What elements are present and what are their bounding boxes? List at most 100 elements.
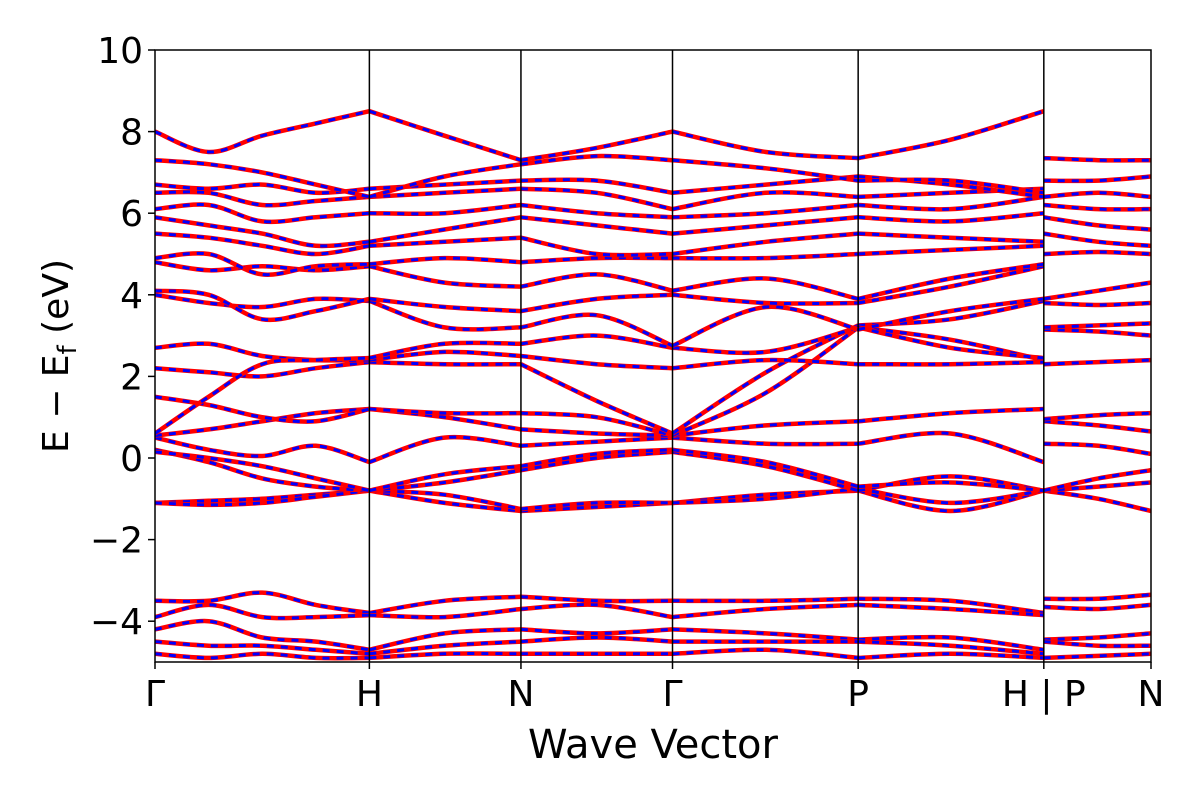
band-up-5-20 bbox=[1043, 631, 1151, 642]
band-up-0-14 bbox=[155, 231, 370, 257]
band-down-2-14 bbox=[520, 236, 673, 257]
band-up-5-10 bbox=[1043, 280, 1151, 302]
band-down-1-14 bbox=[369, 236, 521, 248]
band-up-5-22 bbox=[1043, 651, 1151, 661]
band-down-1-1 bbox=[369, 489, 522, 511]
band-up-5-11 bbox=[1043, 249, 1151, 257]
band-up-3-23 bbox=[672, 627, 859, 642]
band-up-3-4 bbox=[672, 435, 859, 447]
band-down-1-12 bbox=[369, 264, 521, 289]
band-up-5-8 bbox=[1043, 321, 1151, 330]
band-up-4-9 bbox=[857, 325, 1045, 361]
band-up-4-14 bbox=[858, 231, 1044, 245]
band-up-0-4 bbox=[155, 435, 371, 465]
band-down-2-22 bbox=[520, 603, 673, 619]
band-up-3-20 bbox=[672, 129, 859, 161]
plot-area bbox=[155, 50, 1151, 662]
band-up-0-3 bbox=[155, 449, 370, 493]
band-down-2-11 bbox=[520, 293, 673, 313]
band-down-2-21 bbox=[520, 595, 673, 603]
x-tick-label-0: Γ bbox=[145, 674, 165, 715]
band-down-2-23 bbox=[520, 627, 673, 635]
band-down-1-0 bbox=[369, 489, 522, 513]
plot-frame bbox=[154, 49, 1152, 663]
band-down-2-1 bbox=[520, 500, 673, 511]
band-up-3-17 bbox=[672, 190, 859, 212]
y-axis-title-unit: (eV) bbox=[36, 259, 77, 345]
band-up-4-13 bbox=[858, 243, 1044, 257]
band-up-4-23 bbox=[858, 634, 1045, 653]
band-down-1-9 bbox=[369, 341, 521, 360]
band-up-3-12 bbox=[672, 276, 859, 302]
band-down-2-5 bbox=[520, 427, 673, 438]
band-down-1-4 bbox=[368, 435, 522, 464]
band-down-1-15 bbox=[369, 215, 522, 244]
band-down-1-18 bbox=[369, 179, 521, 191]
band-up-0-17 bbox=[155, 189, 370, 208]
band-up-3-22 bbox=[672, 602, 859, 620]
band-up-0-16 bbox=[155, 202, 370, 225]
band-up-3-5 bbox=[672, 419, 859, 438]
y-tick-label-0: −4 bbox=[90, 602, 143, 643]
band-up-4-10 bbox=[857, 296, 1045, 332]
band-up-3-9 bbox=[672, 325, 859, 356]
band-up-3-15 bbox=[672, 215, 859, 236]
band-down-1-21 bbox=[369, 595, 521, 615]
band-up-0-18 bbox=[155, 182, 370, 196]
band-up-5-6 bbox=[1043, 357, 1151, 367]
band-down-1-6 bbox=[369, 407, 521, 415]
band-up-5-4 bbox=[1043, 419, 1151, 434]
band-up-5-15 bbox=[1043, 190, 1151, 200]
band-down-1-13 bbox=[369, 256, 521, 266]
band-up-4-15 bbox=[858, 210, 1045, 224]
band-down-2-16 bbox=[520, 203, 673, 219]
band-down-2-19 bbox=[520, 154, 673, 166]
y-tick-label-6: 8 bbox=[120, 113, 143, 154]
band-up-3-1 bbox=[672, 486, 859, 506]
band-up-3-21 bbox=[672, 596, 859, 604]
band-down-1-24 bbox=[369, 640, 521, 656]
band-down-1-3 bbox=[369, 464, 522, 493]
y-tick-label-5: 6 bbox=[120, 194, 143, 235]
band-down-2-2 bbox=[520, 450, 673, 472]
band-down-3-2 bbox=[672, 450, 859, 493]
band-up-4-1 bbox=[857, 486, 1045, 506]
high-symmetry-lines bbox=[368, 50, 1045, 662]
x-tick-label-2: N bbox=[507, 674, 534, 715]
band-down-1-7 bbox=[369, 360, 521, 366]
band-up-5-14 bbox=[1043, 202, 1151, 212]
band-up-5-18 bbox=[1043, 592, 1151, 602]
band-up-0-23 bbox=[155, 618, 370, 653]
band-up-3-3 bbox=[672, 447, 859, 489]
y-tick-label-7: 10 bbox=[97, 31, 143, 72]
band-up-3-13 bbox=[672, 251, 859, 261]
band-up-3-16 bbox=[672, 202, 859, 220]
band-down-2-8 bbox=[520, 354, 673, 370]
y-axis-ticks: −4 −2 0 2 4 6 8 10 bbox=[90, 31, 155, 643]
band-up-3-14 bbox=[672, 231, 859, 257]
band-down-1-25 bbox=[369, 652, 521, 660]
band-down-2-12 bbox=[520, 272, 673, 293]
band-up-0-6 bbox=[155, 394, 370, 424]
band-up-5-0 bbox=[1043, 488, 1151, 514]
band-down-2-6 bbox=[520, 411, 673, 438]
band-up-5-13 bbox=[1043, 215, 1151, 232]
band-up-5-5 bbox=[1043, 410, 1151, 422]
band-down-2-9 bbox=[520, 334, 673, 350]
band-down-2-18 bbox=[520, 178, 673, 195]
band-down-1-10 bbox=[368, 299, 521, 331]
band-up-4-25 bbox=[858, 651, 1044, 661]
y-axis-title-main: E − E bbox=[36, 354, 77, 453]
band-down-3-6 bbox=[671, 326, 860, 437]
band-up-5-21 bbox=[1043, 639, 1151, 649]
band-up-0-15 bbox=[155, 215, 370, 249]
band-down-4-8 bbox=[858, 360, 1044, 366]
band-down-1-22 bbox=[369, 607, 522, 619]
y-axis-title-sub: f bbox=[53, 344, 83, 354]
x-tick-label-6: N bbox=[1138, 674, 1165, 715]
band-down-1-19 bbox=[369, 162, 522, 199]
y-tick-label-2: 0 bbox=[120, 439, 143, 480]
band-down-4-21 bbox=[858, 597, 1044, 615]
band-up-4-16 bbox=[858, 194, 1045, 212]
band-down-2-4 bbox=[520, 436, 673, 448]
